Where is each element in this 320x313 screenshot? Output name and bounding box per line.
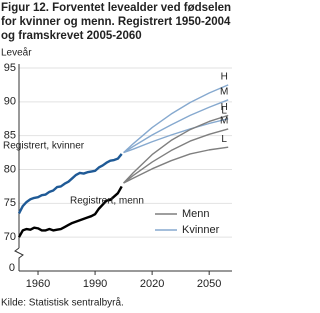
line-label: H: [221, 102, 228, 113]
x-tick-label: 1960: [26, 278, 50, 290]
line-label: H: [221, 72, 228, 83]
axis-break-label: 0: [9, 262, 15, 274]
series-line: [123, 146, 229, 184]
title-line: for kvinner og menn. Registrert 1950-200…: [1, 16, 231, 28]
x-tick-label: 2020: [140, 278, 164, 290]
line-label: L: [221, 134, 227, 145]
y-tick-label: 90: [4, 96, 16, 108]
series-line: [123, 99, 229, 154]
line-label: M: [220, 116, 228, 127]
annotation: Registrert, kvinner: [3, 141, 85, 152]
title-line: Figur 12. Forventet levealder ved fødsel…: [1, 2, 231, 14]
y-axis-label: Leveår: [1, 47, 32, 59]
legend-label: Kvinner: [182, 224, 220, 236]
series-line: [123, 118, 229, 154]
y-tick-label: 75: [4, 197, 16, 209]
series-line: [123, 128, 229, 184]
chart: Figur 12. Forventet levealder ved fødsel…: [1, 2, 232, 309]
legend-label: Menn: [182, 208, 210, 220]
annotation: Registrert, menn: [70, 196, 144, 207]
series-line: [17, 153, 123, 215]
series-line: [123, 114, 229, 184]
source: Kilde: Statistisk sentralbyrå.: [1, 297, 124, 309]
line-label: M: [220, 86, 228, 97]
page: Figur 12. Forventet levealder ved fødsel…: [1, 2, 232, 309]
series-line: [17, 185, 123, 238]
axis-break: [14, 247, 24, 271]
x-tick-label: 2050: [197, 278, 221, 290]
y-tick-label: 70: [4, 231, 16, 243]
y-tick-label: 80: [4, 163, 16, 175]
x-tick-label: 1990: [83, 278, 107, 290]
title-line: og framskrevet 2005-2060: [1, 30, 142, 42]
series-line: [123, 84, 229, 154]
y-tick-label: 95: [4, 62, 16, 74]
line-label: L: [221, 105, 227, 116]
y-tick-label: 85: [4, 130, 16, 142]
